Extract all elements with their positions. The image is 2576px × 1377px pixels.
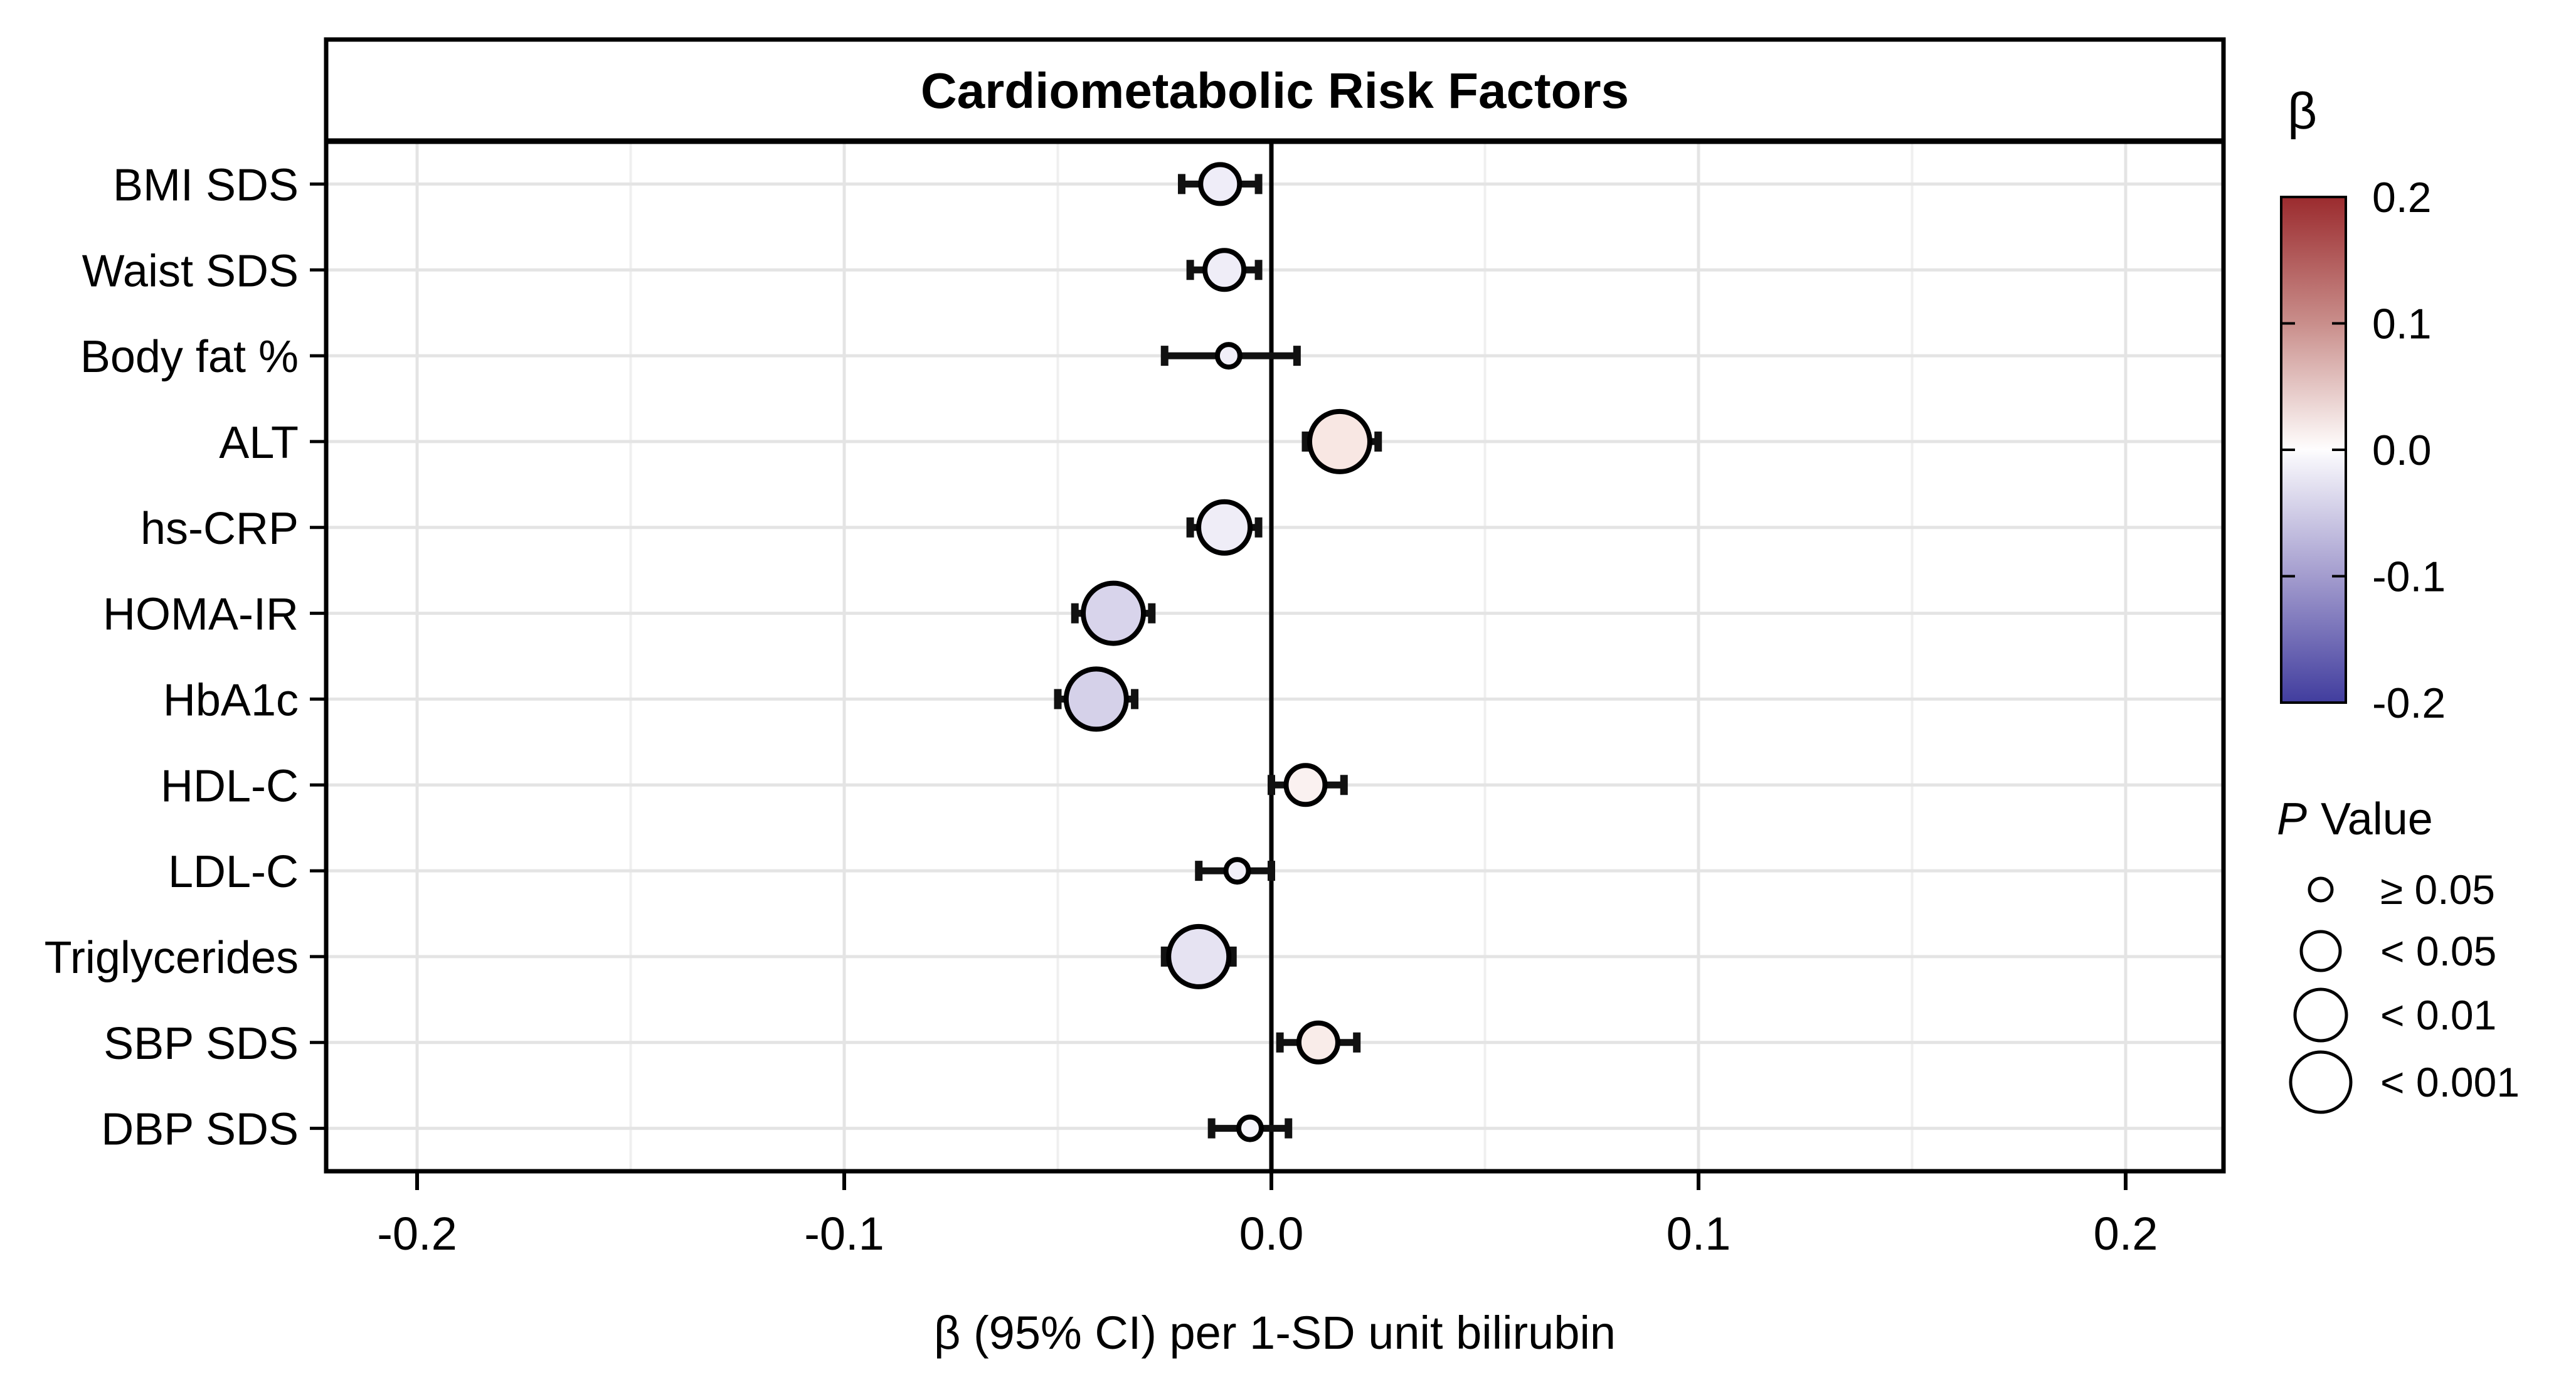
pvalue-legend-title-rest: Value [2321,794,2433,844]
pvalue-legend-title: P Value [2277,794,2433,844]
gridlines [326,141,2224,1171]
data-point-circle [1296,1020,1340,1065]
x-tick-label: -0.1 [804,1208,884,1260]
y-axis-label: Waist SDS [82,246,299,296]
data-point [1186,248,1263,292]
colorbar-title: β [2287,83,2317,140]
pvalue-legend-item: < 0.01 [2293,987,2496,1043]
y-axis-label: Body fat % [80,332,299,382]
y-axis-label: HOMA-IR [103,590,299,640]
data-point [1301,408,1382,474]
data-point [1160,923,1237,989]
y-axis-label: HbA1c [163,675,299,725]
pvalue-legend-item: < 0.05 [2299,928,2496,974]
panel-border [324,37,2226,1174]
y-axis-label: LDL-C [168,847,299,897]
data-point-circle [1283,763,1328,807]
pvalue-legend-label: ≥ 0.05 [2380,866,2495,913]
data-point [1268,763,1348,807]
data-point-circle [1202,248,1247,292]
data-point [1054,666,1139,732]
data-point [1160,342,1301,370]
pvalue-legend-label: < 0.05 [2380,928,2496,974]
panel-title: Cardiometabolic Risk Factors [921,63,1629,119]
pvalue-legend-circle [2289,1050,2353,1114]
data-point-circle [1236,1114,1264,1142]
x-axis-title: β (95% CI) per 1-SD unit bilirubin [934,1307,1616,1359]
data-point-circle [1196,499,1253,556]
y-axis-label: BMI SDS [113,160,299,210]
pvalue-legend-label: < 0.001 [2380,1059,2520,1105]
colorbar-tick-label: -0.2 [2372,679,2446,727]
data-point [1071,580,1156,646]
pvalue-legend-title-p: P [2277,794,2307,844]
y-axis-label: ALT [219,418,299,468]
data-point [1177,162,1263,206]
title-strip [326,40,2224,141]
x-tick-label: 0.1 [1667,1208,1731,1260]
colorbar-tick-label: 0.0 [2372,427,2432,474]
data-point-circle [1223,857,1251,885]
x-tick-label: 0.2 [2094,1208,2158,1260]
pvalue-legend-circle [2293,987,2348,1043]
y-axis-label: Triglycerides [45,933,299,983]
data-point-circle [1063,666,1129,732]
pvalue-legend-circle [2308,876,2334,903]
colorbar-tick-label: 0.2 [2372,174,2432,221]
data-point-circle [1307,408,1372,474]
x-tick-label: -0.2 [377,1208,457,1260]
pvalue-legend: P Value ≥ 0.05 < 0.05 < 0.01 < 0.001 [2277,794,2520,1114]
pvalue-legend-items: ≥ 0.05 < 0.05 < 0.01 < 0.001 [2289,866,2520,1114]
x-axis: -0.2 -0.1 0.0 0.1 0.2 [377,1171,2158,1260]
y-axis: BMI SDS Waist SDS Body fat % ALT hs-CRP HOMA-… [45,160,326,1155]
pvalue-legend-item: < 0.001 [2289,1050,2520,1114]
data-point-circle [1198,162,1243,206]
pvalue-legend-label: < 0.01 [2380,992,2496,1038]
y-axis-label: DBP SDS [101,1105,299,1155]
data-point [1276,1020,1361,1065]
data-points [1054,162,1382,1142]
data-point-circle [1214,342,1243,370]
pvalue-legend-circle [2299,930,2342,972]
y-axis-label: hs-CRP [140,504,299,554]
y-axis-label: SBP SDS [103,1019,299,1069]
data-point-circle [1166,923,1232,989]
data-point-circle [1081,580,1147,646]
colorbar-tick-label: -0.1 [2372,553,2446,601]
plot-panel: BMI SDS Waist SDS Body fat % ALT hs-CRP HOMA-… [45,37,2226,1359]
colorbar-legend: β 0.2 0.1 0.0 -0.1 -0.2 [2280,83,2446,727]
x-tick-label: 0.0 [1239,1208,1304,1260]
data-point [1186,499,1263,556]
colorbar-tick-label: 0.1 [2372,300,2432,348]
colorbar-ticks: 0.2 0.1 0.0 -0.1 -0.2 [2281,174,2446,727]
pvalue-legend-item: ≥ 0.05 [2308,866,2495,913]
data-point [1207,1114,1293,1142]
y-axis-label: HDL-C [161,761,299,811]
data-point [1195,857,1275,885]
